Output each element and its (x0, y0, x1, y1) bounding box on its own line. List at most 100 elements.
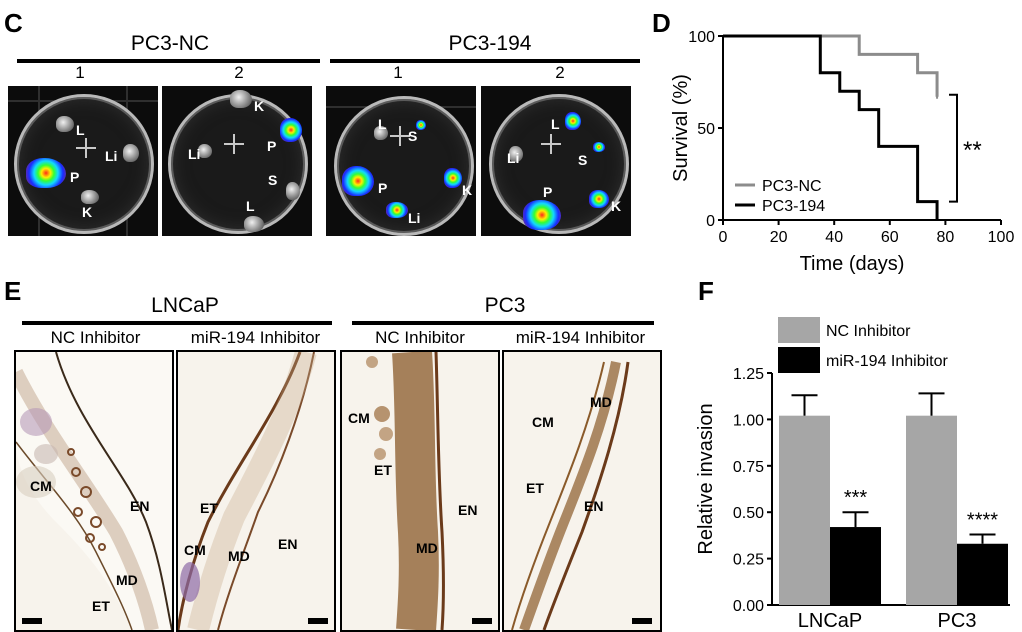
y-tick-label: 0.75 (733, 459, 764, 476)
panel-letter-c: C (4, 8, 23, 38)
group-title-lncap: LNCaP (151, 294, 219, 317)
organ-label: L (551, 116, 560, 132)
x-tick-label: 60 (881, 229, 899, 246)
group-rule-pc3-194 (330, 59, 640, 63)
y-tick-label: 1.25 (733, 366, 764, 383)
scale-bar (22, 618, 42, 624)
bar-pc3-mir194 (957, 543, 1008, 605)
x-tick-label: 40 (825, 229, 843, 246)
bioluminescence-image-nc-1: L Li P K (8, 86, 158, 236)
x-tick-label: 20 (770, 229, 788, 246)
sub-title-pc3-mir194: miR-194 Inhibitor (515, 328, 646, 347)
y-tick-label: 0.00 (733, 598, 764, 615)
y-tick-label: 1.00 (733, 412, 764, 429)
bar-lncap-nc (779, 415, 830, 605)
tissue-label: EN (130, 498, 150, 514)
histology-image-pc3-mir194: CM MD ET EN (502, 350, 662, 632)
x-category-label: PC3 (938, 610, 977, 631)
tissue-label: ET (374, 462, 392, 478)
y-axis-label: Survival (%) (670, 74, 692, 182)
bar-pc3-nc (906, 415, 957, 605)
legend-label: miR-194 Inhibitor (826, 353, 949, 370)
organ-label: P (70, 169, 80, 185)
organ-label: K (82, 204, 93, 220)
tissue-label: EN (278, 536, 298, 552)
dish-number-194-2: 2 (555, 63, 565, 82)
organ-label: P (378, 180, 388, 196)
invasion-bar-chart: 0.00 0.25 0.50 0.75 1.00 1.25 Relative invasio… (695, 317, 1010, 631)
organ-label: K (462, 182, 473, 198)
legend-label: PC3-194 (762, 198, 825, 215)
significance-bracket (949, 93, 958, 203)
legend-swatch (778, 347, 820, 373)
organ-label: P (267, 138, 277, 154)
tissue-label: MD (590, 394, 612, 410)
dish-number-194-1: 1 (393, 63, 403, 82)
organ-label: S (268, 172, 278, 188)
organ-label: Li (188, 146, 201, 162)
x-tick-label: 100 (988, 229, 1015, 246)
survival-chart: 0 50 100 0 20 40 60 80 100 Time (days) Survival (%… (670, 29, 1015, 275)
dish-number-nc-2: 2 (234, 63, 244, 82)
histology-image-pc3-nc: CM ET EN MD (340, 350, 500, 632)
significance-marker: *** (844, 487, 868, 509)
histology-image-lncap-mir194: ET CM MD EN (176, 350, 336, 632)
legend-label: NC Inhibitor (826, 323, 911, 340)
y-tick-label: 50 (697, 121, 715, 138)
tissue-label: CM (184, 542, 206, 558)
panel-letter-f: F (698, 276, 714, 306)
bar-lncap-mir194 (830, 527, 881, 605)
organ-label: Li (507, 150, 520, 166)
x-axis-label: Time (days) (800, 253, 905, 275)
panel-letter-d: D (652, 8, 671, 38)
group-rule-pc3 (352, 321, 654, 325)
sub-title-lncap-nc: NC Inhibitor (50, 328, 141, 347)
tissue-label: CM (348, 410, 370, 426)
sub-title-lncap-mir194: miR-194 Inhibitor (190, 328, 321, 347)
tissue-label: CM (30, 478, 52, 494)
y-tick-label: 0.50 (733, 505, 764, 522)
group-rule-pc3-nc (17, 59, 320, 63)
histology-image-lncap-nc: CM EN MD ET (14, 350, 174, 632)
sub-title-pc3-nc: NC Inhibitor (375, 328, 465, 347)
survival-line-pc3-nc (723, 34, 939, 97)
x-tick-label: 80 (937, 229, 955, 246)
y-tick-label: 0.25 (733, 552, 764, 569)
y-tick-label: 100 (688, 29, 715, 46)
x-tick-label: 0 (719, 229, 728, 246)
tissue-label: MD (116, 572, 138, 588)
legend-label: PC3-NC (762, 178, 822, 195)
tissue-label: EN (458, 502, 478, 518)
tissue-label: MD (416, 540, 438, 556)
organ-label: P (543, 184, 553, 200)
group-rule-lncap (22, 321, 332, 325)
tissue-label: ET (200, 500, 218, 516)
bioluminescence-image-nc-2: K P Li S L (162, 86, 312, 236)
organ-label: L (246, 198, 255, 214)
legend-swatch (778, 317, 820, 343)
group-title-pc3: PC3 (484, 294, 526, 317)
x-category-label: LNCaP (798, 610, 862, 631)
y-tick-label: 0 (706, 213, 715, 230)
group-title-pc3-nc: PC3-NC (130, 32, 210, 55)
tissue-label: CM (532, 414, 554, 430)
bioluminescence-image-194-2: L Li S P K (481, 86, 631, 236)
scale-bar (632, 618, 652, 624)
scale-bar (472, 618, 492, 624)
group-title-pc3-194: PC3-194 (448, 32, 532, 55)
organ-label: S (578, 152, 588, 168)
significance-marker: ** (963, 137, 982, 164)
bioluminescence-image-194-1: L S P K Li (326, 86, 476, 236)
tissue-label: ET (526, 480, 544, 496)
organ-label: L (76, 122, 85, 138)
significance-marker: **** (967, 509, 998, 531)
survival-line-pc3-194 (723, 34, 939, 220)
scale-bar (308, 618, 328, 624)
organ-label: L (378, 116, 387, 132)
organ-label: K (254, 98, 265, 114)
tissue-label: ET (92, 598, 110, 614)
panel-letter-e: E (4, 276, 22, 306)
tissue-label: MD (228, 548, 250, 564)
y-axis-label: Relative invasion (695, 403, 717, 554)
organ-label: Li (408, 210, 421, 226)
